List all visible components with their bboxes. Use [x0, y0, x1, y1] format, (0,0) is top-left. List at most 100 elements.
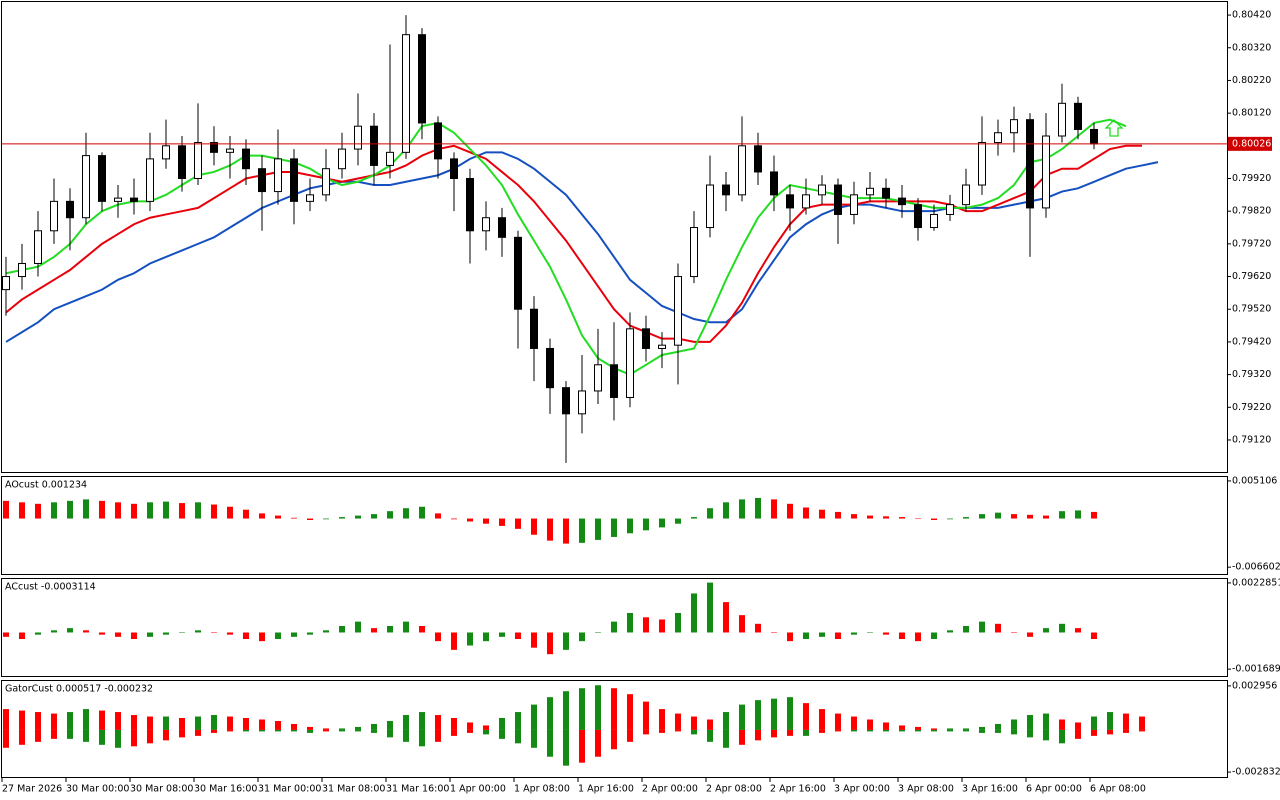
- histogram-bar: [851, 514, 857, 519]
- candle-body: [354, 125, 362, 150]
- gator-bar: [355, 729, 361, 732]
- gator-bar: [531, 704, 537, 730]
- gator-bar: [67, 712, 73, 730]
- current-price-box: [1228, 136, 1272, 151]
- gator-bar: [467, 722, 473, 730]
- candle-body: [322, 168, 330, 196]
- y-tick-label: 0.79720: [1232, 238, 1271, 249]
- histogram-bar: [403, 621, 409, 633]
- histogram-bar: [1059, 511, 1065, 519]
- candle-body: [130, 197, 138, 202]
- gator-bar: [339, 729, 345, 732]
- histogram-bar: [643, 617, 649, 633]
- gator-bar: [387, 729, 393, 738]
- histogram-bar: [819, 632, 825, 637]
- histogram-bar: [1059, 623, 1065, 633]
- gator-bar: [419, 729, 425, 747]
- x-tick-label: 2 Apr 16:00: [770, 784, 826, 795]
- candle-body: [370, 125, 378, 166]
- histogram-bar: [883, 632, 889, 635]
- histogram-bar: [867, 632, 873, 633]
- histogram-bar: [179, 632, 185, 633]
- candle-body: [18, 262, 26, 278]
- gator-bar: [1091, 716, 1097, 730]
- gator-bar: [323, 729, 329, 732]
- histogram-bar: [387, 625, 393, 633]
- histogram-bar: [1027, 514, 1033, 519]
- y-tick-label: -0.0016896: [1232, 664, 1280, 675]
- gator-bar: [803, 729, 809, 736]
- histogram-bar: [819, 509, 825, 519]
- histogram-bar: [1027, 632, 1033, 637]
- y-tick-label: 0.79320: [1232, 369, 1271, 380]
- y-tick-label: 0.79920: [1232, 173, 1271, 184]
- histogram-bar: [1011, 632, 1017, 633]
- gator-bar: [563, 691, 569, 730]
- gator-bar: [419, 712, 425, 730]
- histogram-bar: [339, 517, 345, 519]
- histogram-bar: [707, 582, 713, 633]
- histogram-bar: [739, 615, 745, 633]
- x-tick-label: 27 Mar 2026: [2, 784, 62, 795]
- candle-body: [578, 390, 586, 415]
- histogram-bar: [579, 632, 585, 642]
- candle-body: [498, 217, 506, 238]
- gator-bar: [371, 723, 377, 730]
- histogram-bar: [531, 518, 537, 535]
- histogram-bar: [979, 514, 985, 519]
- histogram-bar: [131, 632, 137, 639]
- gator-bar: [483, 725, 489, 730]
- histogram-bar: [195, 630, 201, 633]
- price-panel-frame: [1, 1, 1228, 473]
- candle-body: [610, 364, 618, 398]
- candle-body: [146, 158, 154, 202]
- histogram-bar: [947, 518, 953, 520]
- candle-body: [658, 344, 666, 349]
- histogram-bar: [19, 632, 25, 639]
- gator-bar: [1091, 729, 1097, 736]
- histogram-bar: [931, 518, 937, 521]
- candle-body: [530, 308, 538, 349]
- histogram-bar: [323, 518, 329, 520]
- gator-bar: [339, 728, 345, 730]
- histogram-bar: [499, 632, 505, 637]
- candle-body: [258, 168, 266, 193]
- histogram-bar: [723, 502, 729, 519]
- candle-body: [162, 145, 170, 160]
- candle-body: [450, 158, 458, 179]
- histogram-bar: [531, 632, 537, 648]
- histogram-bar: [835, 511, 841, 519]
- x-tick-label: 6 Apr 00:00: [1026, 784, 1082, 795]
- gator-bar: [675, 729, 681, 732]
- histogram-bar: [403, 508, 409, 519]
- gator-bar: [1011, 719, 1017, 730]
- candle-body: [34, 230, 42, 264]
- candle-body: [226, 148, 234, 153]
- histogram-bar: [995, 512, 1001, 519]
- x-tick-label: 3 Apr 16:00: [962, 784, 1018, 795]
- gator-bar: [35, 712, 41, 730]
- candle-body: [642, 328, 650, 349]
- ao-panel-frame: [1, 476, 1228, 575]
- histogram-bar: [3, 500, 9, 519]
- candle-body: [834, 184, 842, 215]
- candle-body: [722, 184, 730, 196]
- histogram-bar: [323, 630, 329, 633]
- candle-body: [738, 145, 746, 196]
- histogram-bar: [275, 515, 281, 519]
- histogram-bar: [211, 632, 217, 633]
- gator-bar: [611, 729, 617, 750]
- gator-bar: [179, 718, 185, 730]
- gator-bar: [451, 718, 457, 730]
- candle-body: [178, 145, 186, 179]
- histogram-bar: [675, 518, 681, 524]
- gator-bar: [1059, 729, 1065, 744]
- histogram-bar: [995, 623, 1001, 633]
- gator-bar: [51, 729, 57, 739]
- gator-bar: [1027, 729, 1033, 738]
- gator-bar: [323, 728, 329, 730]
- gator-bar: [19, 710, 25, 730]
- gator-bar: [547, 697, 553, 730]
- gator-bar: [995, 723, 1001, 730]
- histogram-bar: [627, 612, 633, 633]
